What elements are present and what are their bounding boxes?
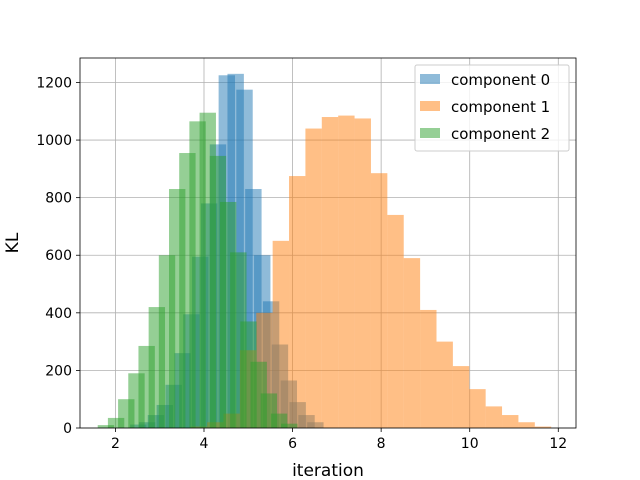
x-tick-label: 4 xyxy=(200,436,209,452)
histogram-bar xyxy=(502,415,519,428)
axis-ticks: 2 4 6 8 10 12 0 200 400 600 800 1000 1200 xyxy=(36,75,567,452)
legend-swatch xyxy=(420,128,440,138)
histogram-bar xyxy=(338,115,355,428)
histogram-bar xyxy=(97,425,115,428)
y-tick-label: 800 xyxy=(45,191,72,207)
histogram-bar xyxy=(469,389,486,428)
legend-label: component 2 xyxy=(451,125,550,143)
x-tick-label: 8 xyxy=(377,436,386,452)
y-axis-label: KL xyxy=(3,232,23,253)
histogram-bar xyxy=(305,128,322,429)
legend: component 0 component 1 component 2 xyxy=(414,64,570,152)
histogram-bar xyxy=(370,173,388,428)
series-component-2 xyxy=(97,112,298,429)
histogram-bar xyxy=(485,406,503,428)
x-tick-label: 10 xyxy=(461,436,479,452)
x-tick-label: 12 xyxy=(549,436,567,452)
x-tick-label: 6 xyxy=(288,436,297,452)
x-axis-label: iteration xyxy=(292,461,364,480)
histogram-bar xyxy=(289,176,306,428)
legend-label: component 1 xyxy=(451,98,550,116)
y-tick-label: 1200 xyxy=(36,75,72,91)
y-tick-label: 1000 xyxy=(36,133,72,149)
histogram-bar xyxy=(452,366,470,428)
y-tick-label: 200 xyxy=(45,363,72,379)
histogram-bar xyxy=(107,417,125,428)
histogram-bar xyxy=(272,240,290,428)
x-tick-label: 2 xyxy=(111,436,120,452)
legend-label: component 0 xyxy=(451,71,550,89)
plot-frame xyxy=(79,57,577,429)
histogram-bar xyxy=(534,426,552,428)
y-tick-label: 0 xyxy=(63,421,72,437)
legend-swatch xyxy=(420,74,440,84)
histogram-bar xyxy=(403,258,421,428)
y-tick-label: 400 xyxy=(45,306,72,322)
histogram-bar xyxy=(420,309,437,428)
histogram-bars xyxy=(97,73,552,429)
histogram-bar xyxy=(281,423,298,428)
histogram-bar xyxy=(436,341,453,428)
y-tick-label: 600 xyxy=(45,248,72,264)
histogram-bar xyxy=(518,422,535,428)
legend-swatch xyxy=(420,101,440,111)
histogram-bar xyxy=(354,118,371,429)
legend-box xyxy=(414,64,570,152)
histogram-bar xyxy=(387,214,404,428)
histogram-bar xyxy=(321,117,339,429)
